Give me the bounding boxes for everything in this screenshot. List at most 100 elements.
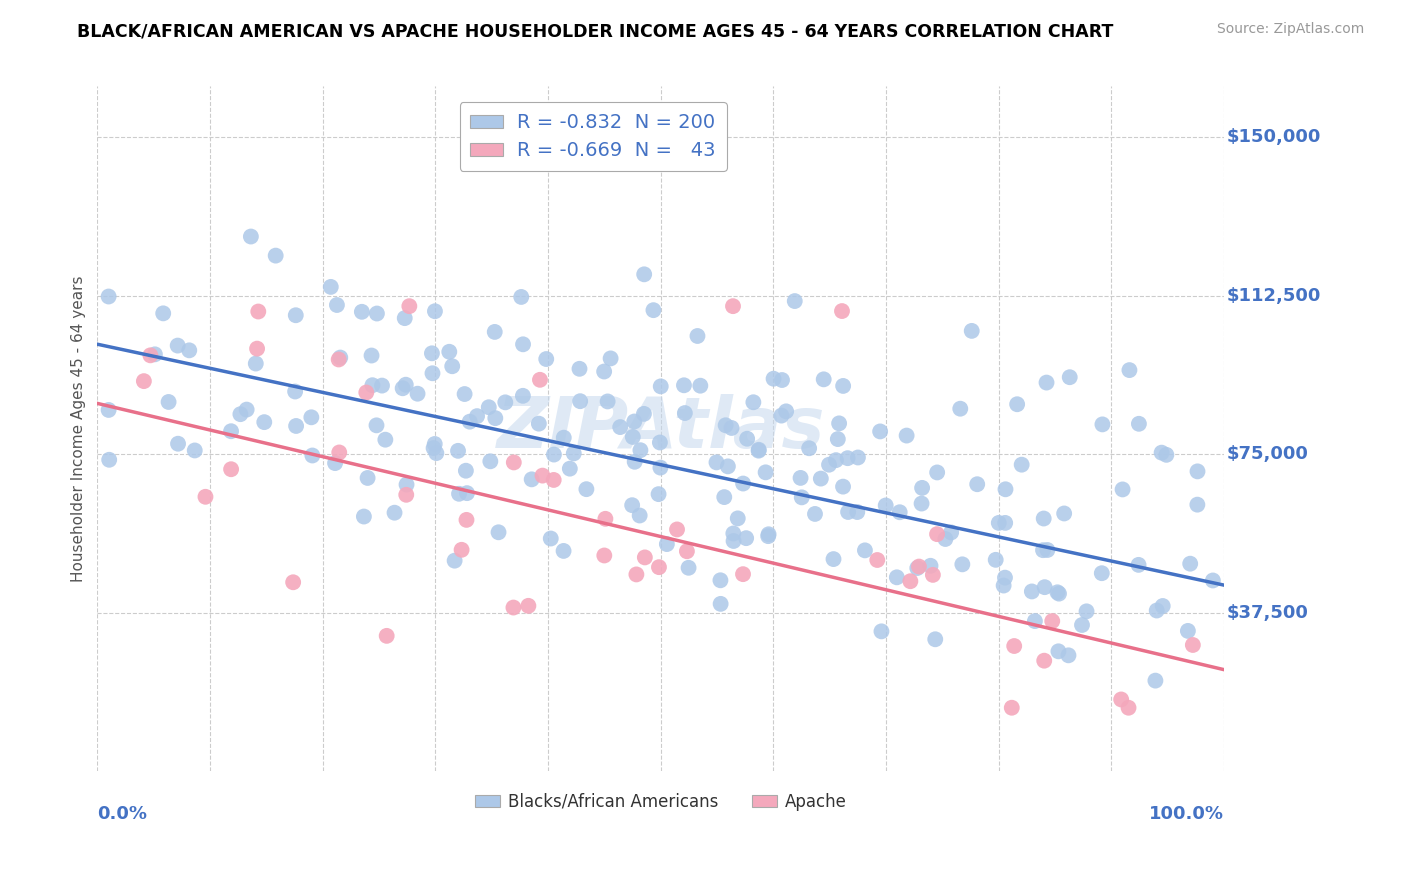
Point <box>650 379 672 393</box>
Point <box>356 385 378 400</box>
Point <box>723 526 745 541</box>
Point <box>375 629 398 643</box>
Point <box>512 389 534 403</box>
Point <box>686 329 709 343</box>
Point <box>650 460 672 475</box>
Point <box>648 560 671 574</box>
Point <box>1002 639 1025 653</box>
Point <box>356 471 378 485</box>
Point <box>441 359 464 374</box>
Point <box>494 395 516 409</box>
Point <box>804 507 827 521</box>
Point <box>1118 700 1140 714</box>
Point <box>595 512 617 526</box>
Text: $37,500: $37,500 <box>1226 604 1308 622</box>
Point <box>927 466 949 480</box>
Point <box>666 523 689 537</box>
Text: $112,500: $112,500 <box>1226 286 1320 304</box>
Point <box>502 455 524 469</box>
Point <box>395 377 418 392</box>
Point <box>1156 448 1178 462</box>
Point <box>299 410 322 425</box>
Point <box>319 280 342 294</box>
Point <box>458 415 481 429</box>
Point <box>828 417 851 431</box>
Point <box>832 379 855 393</box>
Point <box>447 487 470 501</box>
Point <box>1053 507 1076 521</box>
Point <box>326 298 349 312</box>
Point <box>502 600 524 615</box>
Point <box>1177 624 1199 638</box>
Point <box>742 395 765 409</box>
Point <box>869 425 891 439</box>
Point <box>994 483 1017 497</box>
Point <box>593 364 616 378</box>
Point <box>194 490 217 504</box>
Point <box>283 575 305 590</box>
Point <box>1047 587 1070 601</box>
Point <box>643 303 665 318</box>
Point <box>1040 614 1063 628</box>
Point <box>328 352 350 367</box>
Point <box>727 511 749 525</box>
Point <box>484 411 506 425</box>
Point <box>366 306 388 320</box>
Point <box>1033 654 1056 668</box>
Point <box>678 561 700 575</box>
Point <box>553 544 575 558</box>
Point <box>756 529 779 543</box>
Point <box>284 384 307 399</box>
Point <box>456 513 478 527</box>
Point <box>596 394 619 409</box>
Point <box>1181 638 1204 652</box>
Point <box>246 342 269 356</box>
Point <box>423 437 446 451</box>
Point <box>166 338 188 352</box>
Point <box>949 401 972 416</box>
Text: $75,000: $75,000 <box>1226 445 1308 463</box>
Point <box>960 324 983 338</box>
Point <box>634 550 657 565</box>
Point <box>676 544 699 558</box>
Point <box>536 352 558 367</box>
Point <box>755 466 778 480</box>
Point <box>831 304 853 318</box>
Point <box>1111 483 1133 497</box>
Point <box>371 378 394 392</box>
Point <box>527 417 550 431</box>
Point <box>626 567 648 582</box>
Point <box>553 431 575 445</box>
Point <box>993 578 1015 592</box>
Point <box>672 378 695 392</box>
Point <box>219 462 242 476</box>
Text: 0.0%: 0.0% <box>97 805 148 823</box>
Point <box>758 527 780 541</box>
Point <box>633 407 655 421</box>
Point <box>247 304 270 318</box>
Point <box>323 456 346 470</box>
Point <box>1032 543 1054 558</box>
Point <box>770 373 793 387</box>
Point <box>720 421 742 435</box>
Point <box>789 471 811 485</box>
Point <box>770 409 793 423</box>
Point <box>510 290 533 304</box>
Point <box>721 299 744 313</box>
Point <box>520 472 543 486</box>
Point <box>423 304 446 318</box>
Point <box>853 543 876 558</box>
Point <box>453 387 475 401</box>
Point <box>818 458 841 472</box>
Point <box>425 446 447 460</box>
Point <box>1033 580 1056 594</box>
Point <box>994 571 1017 585</box>
Point <box>762 372 785 386</box>
Point <box>245 357 267 371</box>
Point <box>1076 604 1098 618</box>
Point <box>987 516 1010 530</box>
Point <box>132 374 155 388</box>
Point <box>374 433 396 447</box>
Point <box>1146 603 1168 617</box>
Point <box>361 378 384 392</box>
